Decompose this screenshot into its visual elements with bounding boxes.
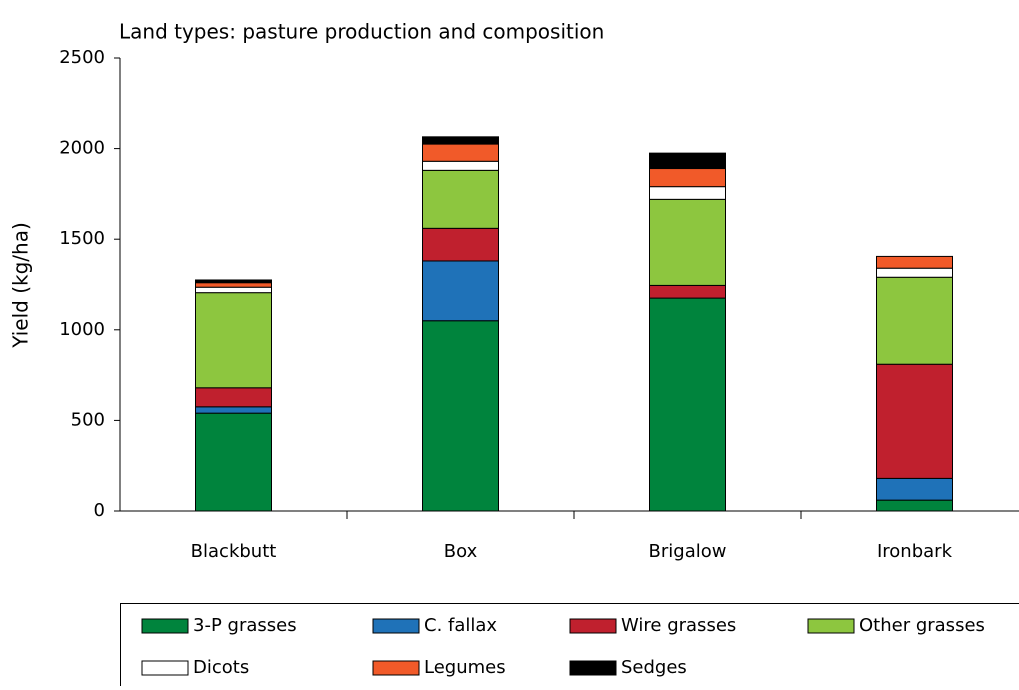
chart-title: Land types: pasture production and compo… [119, 20, 604, 44]
bar-segment [650, 169, 726, 187]
legend-label: Wire grasses [621, 615, 736, 636]
x-tick-label: Ironbark [877, 541, 953, 562]
bar-segment [877, 268, 953, 277]
y-tick-label: 1000 [59, 319, 105, 340]
x-tick-label: Brigalow [649, 541, 727, 562]
x-tick-label: Blackbutt [191, 541, 277, 562]
bar-segment [877, 256, 953, 268]
bar-segment [423, 137, 499, 144]
bar-segment [196, 407, 272, 413]
legend-swatch [373, 619, 419, 633]
bar-segment [196, 388, 272, 407]
legend-swatch [570, 619, 616, 633]
legend-swatch [142, 661, 188, 675]
bar-segment [877, 500, 953, 511]
x-tick-label: Box [444, 541, 478, 562]
legend-label: Legumes [424, 657, 506, 678]
bar-segment [196, 280, 272, 283]
bar-segment [877, 277, 953, 364]
y-axis-label: Yield (kg/ha) [9, 222, 33, 349]
y-tick-label: 500 [71, 409, 105, 430]
legend-label: Sedges [621, 657, 687, 678]
bar-segment [423, 228, 499, 261]
bar-segment [423, 261, 499, 321]
y-tick-label: 0 [94, 500, 105, 521]
bar-segment [423, 321, 499, 511]
legend-label: 3-P grasses [193, 615, 297, 636]
bar-segment [423, 144, 499, 161]
legend-swatch [142, 619, 188, 633]
bar-segment [877, 364, 953, 478]
legend-label: C. fallax [424, 615, 497, 636]
bar-segment [650, 199, 726, 285]
legend-swatch [808, 619, 854, 633]
bar-segment [423, 161, 499, 170]
bar-segment [650, 153, 726, 168]
y-tick-label: 1500 [59, 228, 105, 249]
legend-swatch [570, 661, 616, 675]
bar-segment [650, 298, 726, 511]
bar-segment [877, 478, 953, 500]
bar-segment [196, 287, 272, 292]
bar-segment [650, 187, 726, 200]
bar-segment [196, 283, 272, 288]
y-tick-label: 2000 [59, 138, 105, 159]
legend-label: Dicots [193, 657, 249, 678]
legend-swatch [373, 661, 419, 675]
bar-segment [423, 170, 499, 228]
bar-segment [196, 413, 272, 511]
y-tick-label: 2500 [59, 47, 105, 68]
bar-segment [650, 285, 726, 298]
bar-segment [196, 293, 272, 388]
legend-label: Other grasses [859, 615, 985, 636]
